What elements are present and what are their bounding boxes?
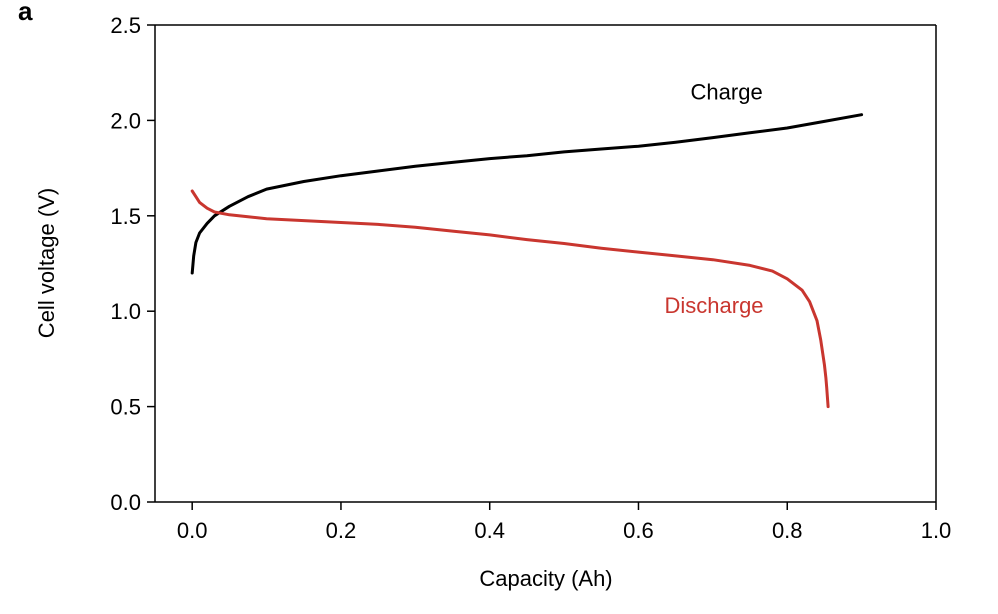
x-tick-label: 1.0 <box>921 518 952 543</box>
x-axis-label: Capacity (Ah) <box>479 566 612 591</box>
series-line-charge <box>190 113 864 275</box>
x-axis: 0.0 0.2 0.4 0.6 0.8 1.0 <box>177 502 951 543</box>
y-tick-label: 0.0 <box>110 490 141 515</box>
x-tick-label: 0.2 <box>326 518 357 543</box>
y-tick-label: 1.5 <box>110 204 141 229</box>
y-axis: 0.0 0.5 1.0 1.5 2.0 2.5 <box>110 13 155 515</box>
plot-frame <box>154 24 937 503</box>
series-label-charge: Charge <box>691 79 763 104</box>
x-tick-label: 0.8 <box>772 518 803 543</box>
y-tick-label: 2.5 <box>110 13 141 38</box>
y-tick-label: 1.0 <box>110 299 141 324</box>
series-label-discharge: Discharge <box>665 293 764 318</box>
series-labels: Charge Discharge <box>665 79 764 318</box>
x-tick-label: 0.0 <box>177 518 208 543</box>
x-tick-label: 0.6 <box>623 518 654 543</box>
series-lines <box>190 113 864 409</box>
x-tick-label: 0.4 <box>474 518 505 543</box>
y-tick-label: 0.5 <box>110 395 141 420</box>
panel-label: a <box>18 0 33 26</box>
series-line-discharge <box>190 189 830 409</box>
y-axis-label: Cell voltage (V) <box>34 188 59 338</box>
y-tick-label: 2.0 <box>110 108 141 133</box>
